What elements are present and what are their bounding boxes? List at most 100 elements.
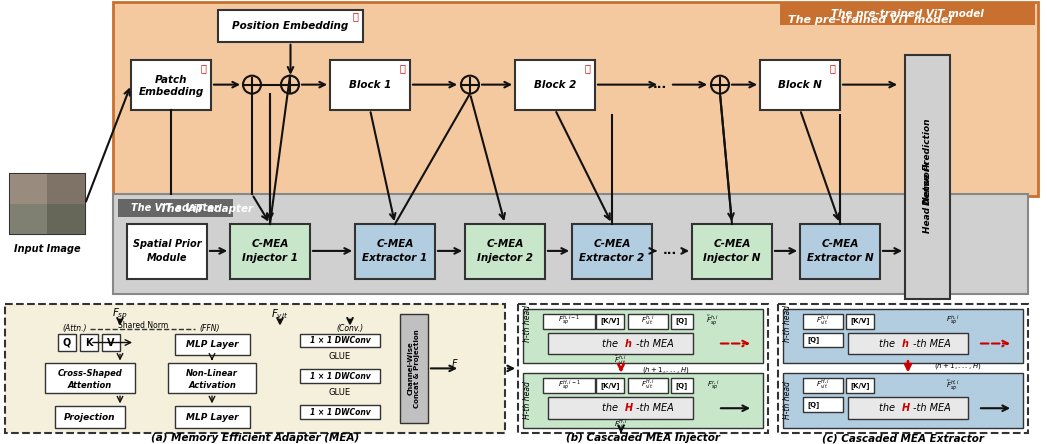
Text: $F$: $F$ bbox=[451, 357, 459, 369]
Text: $F_{vit}^{h,i}$: $F_{vit}^{h,i}$ bbox=[817, 313, 829, 328]
Text: 🔒: 🔒 bbox=[200, 63, 206, 73]
Bar bbox=[10, 174, 85, 234]
Bar bbox=[543, 378, 595, 393]
Bar bbox=[515, 60, 595, 110]
Text: C-MEA: C-MEA bbox=[821, 239, 859, 250]
Bar bbox=[300, 333, 380, 348]
Bar bbox=[118, 199, 233, 217]
Text: [K/V]: [K/V] bbox=[600, 317, 620, 324]
Bar bbox=[113, 194, 1028, 294]
Text: MLP Layer: MLP Layer bbox=[185, 340, 239, 349]
Text: The ViT adapter: The ViT adapter bbox=[160, 204, 253, 214]
Text: the: the bbox=[878, 403, 898, 413]
Text: Spatial Prior: Spatial Prior bbox=[133, 239, 201, 250]
Text: $F_{sp}^{r,i}$: $F_{sp}^{r,i}$ bbox=[707, 378, 719, 392]
Bar bbox=[846, 313, 874, 329]
Text: $F_{sp}^{h,i-1}$: $F_{sp}^{h,i-1}$ bbox=[558, 313, 580, 328]
Bar bbox=[671, 313, 693, 329]
Bar bbox=[780, 3, 1035, 25]
Bar bbox=[803, 397, 843, 412]
Text: $F_{sp}^{H,i-1}$: $F_{sp}^{H,i-1}$ bbox=[558, 378, 580, 392]
Bar bbox=[548, 333, 693, 354]
Bar bbox=[218, 10, 363, 42]
Bar bbox=[45, 364, 135, 393]
Text: ...: ... bbox=[663, 244, 677, 258]
Text: 🔒: 🔒 bbox=[399, 63, 405, 73]
Bar bbox=[778, 304, 1028, 433]
Text: The ViT adapter: The ViT adapter bbox=[131, 203, 219, 213]
Text: [Q]: [Q] bbox=[807, 336, 819, 343]
Bar bbox=[803, 333, 843, 348]
Text: $F_{vit}$: $F_{vit}$ bbox=[271, 307, 289, 321]
Text: [K/V]: [K/V] bbox=[600, 382, 620, 389]
Bar bbox=[168, 364, 257, 393]
Text: GLUE: GLUE bbox=[329, 388, 351, 397]
Text: $F_{vit}^{h,i}$: $F_{vit}^{h,i}$ bbox=[641, 313, 654, 328]
Bar bbox=[131, 60, 211, 110]
Bar bbox=[848, 397, 968, 419]
Bar bbox=[102, 333, 120, 352]
Bar bbox=[671, 378, 693, 393]
Text: Embedding: Embedding bbox=[138, 87, 203, 97]
Text: h: h bbox=[903, 338, 909, 349]
Text: -th MEA: -th MEA bbox=[913, 338, 951, 349]
Text: Injector 1: Injector 1 bbox=[242, 254, 298, 263]
Text: V: V bbox=[107, 337, 115, 348]
Bar bbox=[175, 333, 250, 356]
Text: Block 1: Block 1 bbox=[349, 79, 392, 90]
Text: The pre-trained ViT model: The pre-trained ViT model bbox=[787, 15, 952, 25]
Bar bbox=[800, 224, 879, 279]
Bar bbox=[80, 333, 98, 352]
Text: h-th head: h-th head bbox=[524, 305, 533, 342]
Text: Module: Module bbox=[147, 254, 187, 263]
Bar bbox=[905, 55, 950, 299]
Text: H-th head: H-th head bbox=[783, 381, 793, 419]
Bar bbox=[127, 224, 207, 279]
Text: Shared Norm: Shared Norm bbox=[118, 321, 169, 330]
Text: H: H bbox=[903, 403, 910, 413]
Bar bbox=[300, 405, 380, 419]
Bar bbox=[524, 309, 763, 364]
Text: [Q]: [Q] bbox=[676, 382, 688, 389]
Bar bbox=[596, 313, 624, 329]
Text: the: the bbox=[878, 338, 898, 349]
Text: Non-Linear: Non-Linear bbox=[186, 369, 238, 378]
Bar bbox=[55, 406, 125, 428]
Bar bbox=[518, 304, 768, 433]
Text: C-MEA: C-MEA bbox=[486, 239, 524, 250]
Text: H-th head: H-th head bbox=[524, 381, 533, 419]
Bar bbox=[548, 397, 693, 419]
Bar bbox=[400, 313, 428, 423]
Bar bbox=[803, 313, 843, 329]
Text: (a) Memory Efficient Adapter (MEA): (a) Memory Efficient Adapter (MEA) bbox=[151, 433, 359, 443]
Text: The pre-trained ViT model: The pre-trained ViT model bbox=[830, 9, 983, 19]
Bar bbox=[58, 333, 76, 352]
Bar bbox=[783, 373, 1023, 428]
Bar bbox=[230, 224, 310, 279]
Text: $\hat{F}_{vit}^{h,i}$: $\hat{F}_{vit}^{h,i}$ bbox=[615, 353, 627, 368]
Text: $\tilde{F}_{sp}^{h,i}$: $\tilde{F}_{sp}^{h,i}$ bbox=[707, 313, 719, 328]
Text: Injector N: Injector N bbox=[704, 254, 761, 263]
Text: (FFN): (FFN) bbox=[200, 324, 220, 333]
Text: Input Image: Input Image bbox=[14, 244, 81, 254]
Text: Head Network: Head Network bbox=[923, 161, 932, 233]
Text: $F_{sp}$: $F_{sp}$ bbox=[112, 306, 128, 321]
Bar bbox=[848, 333, 968, 354]
Text: 🔒: 🔒 bbox=[352, 11, 358, 21]
Bar bbox=[760, 60, 840, 110]
Text: (c) Cascaded MEA Extractor: (c) Cascaded MEA Extractor bbox=[822, 433, 984, 443]
Bar bbox=[692, 224, 772, 279]
Text: 1 × 1 DWConv: 1 × 1 DWConv bbox=[310, 336, 371, 345]
Text: C-MEA: C-MEA bbox=[713, 239, 751, 250]
Text: [K/V]: [K/V] bbox=[850, 317, 870, 324]
Text: Projection: Projection bbox=[64, 412, 116, 422]
Bar bbox=[543, 313, 595, 329]
Text: Dense Prediction: Dense Prediction bbox=[923, 119, 932, 205]
Bar bbox=[355, 224, 435, 279]
Text: C-MEA: C-MEA bbox=[376, 239, 414, 250]
Text: MLP Layer: MLP Layer bbox=[185, 412, 239, 422]
Bar bbox=[465, 224, 545, 279]
Bar bbox=[628, 378, 668, 393]
Bar bbox=[113, 2, 1038, 196]
Text: Extractor 2: Extractor 2 bbox=[579, 254, 645, 263]
